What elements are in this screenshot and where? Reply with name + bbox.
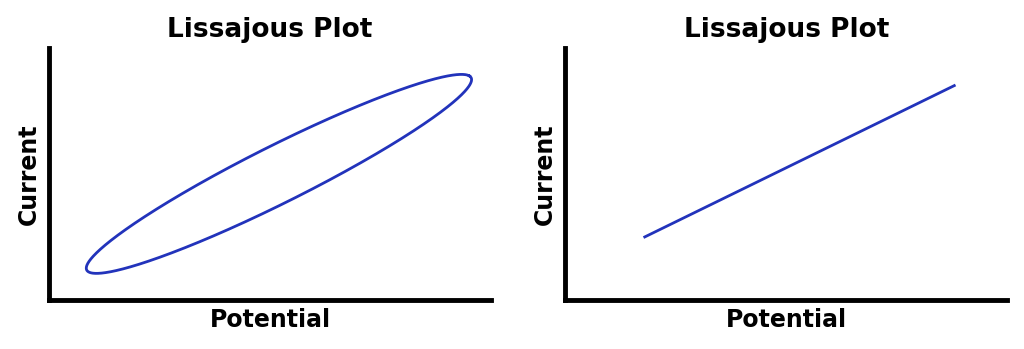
X-axis label: Potential: Potential (210, 308, 331, 332)
Y-axis label: Current: Current (16, 123, 41, 225)
Title: Lissajous Plot: Lissajous Plot (167, 17, 373, 43)
X-axis label: Potential: Potential (726, 308, 847, 332)
Title: Lissajous Plot: Lissajous Plot (684, 17, 889, 43)
Y-axis label: Current: Current (532, 123, 557, 225)
